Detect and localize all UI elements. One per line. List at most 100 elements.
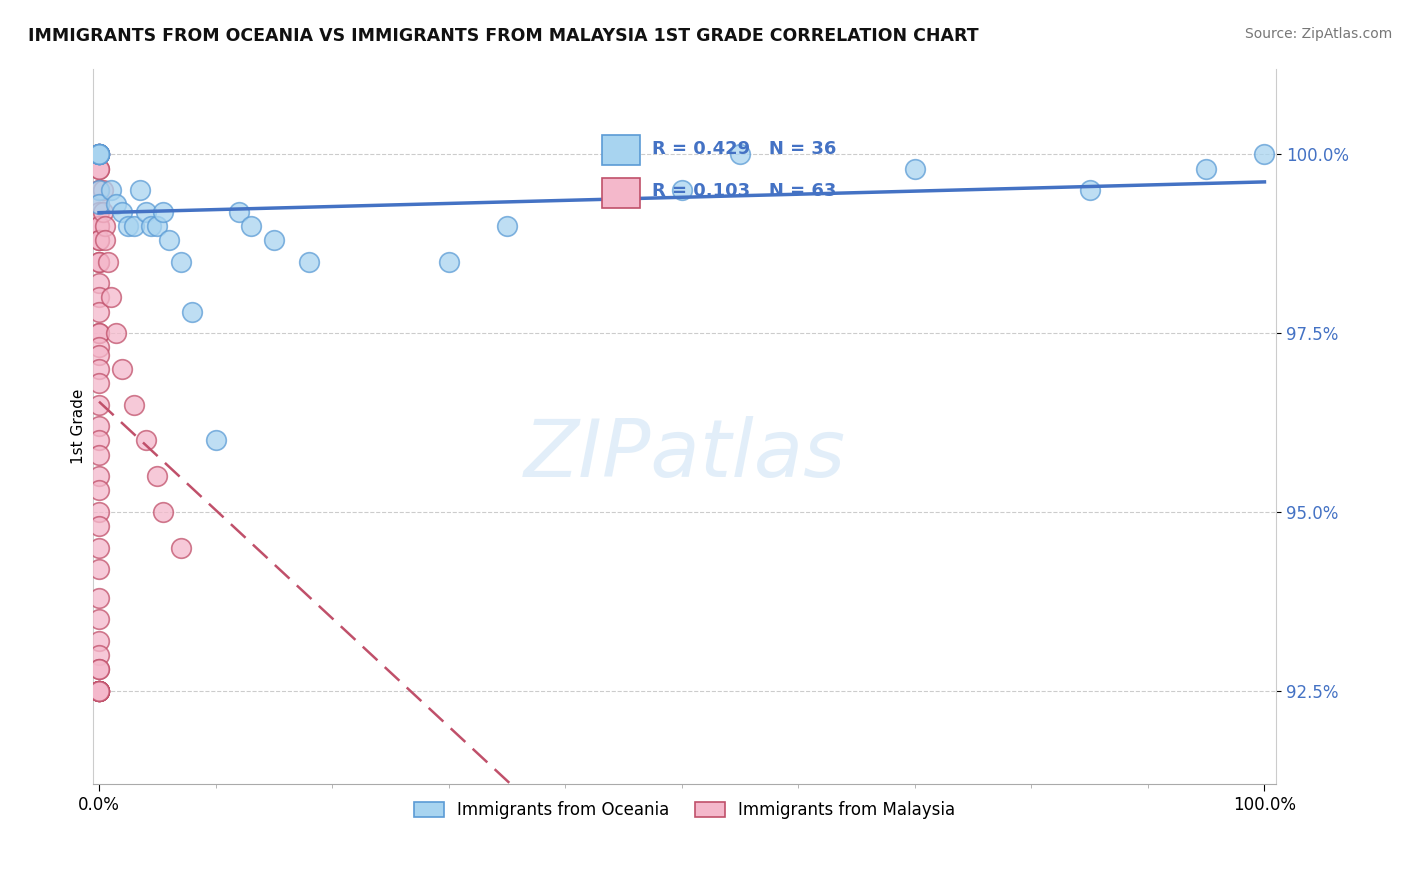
Legend: Immigrants from Oceania, Immigrants from Malaysia: Immigrants from Oceania, Immigrants from… (408, 794, 962, 825)
Point (1195, 161, 1218, 176)
Point (87, 376, 110, 391)
Text: Source: ZipAtlas.com: Source: ZipAtlas.com (1244, 27, 1392, 41)
Point (904, 161, 927, 176)
Point (105, 326, 128, 340)
Point (91, 204, 114, 219)
Point (87, 147, 110, 161)
Point (141, 219, 163, 233)
Point (1253, 147, 1275, 161)
Point (87, 683, 110, 698)
Point (152, 204, 174, 219)
Point (87, 161, 110, 176)
Point (87, 683, 110, 698)
Text: ZIPatlas: ZIPatlas (523, 416, 845, 494)
Point (87, 562, 110, 576)
Text: IMMIGRANTS FROM OCEANIA VS IMMIGRANTS FROM MALAYSIA 1ST GRADE CORRELATION CHART: IMMIGRANTS FROM OCEANIA VS IMMIGRANTS FR… (28, 27, 979, 45)
Point (87, 541, 110, 555)
Point (87, 683, 110, 698)
Point (87, 147, 110, 161)
Point (87, 662, 110, 676)
Point (87, 147, 110, 161)
Point (87, 683, 110, 698)
Point (87, 519, 110, 533)
Point (87, 448, 110, 462)
Point (97, 254, 120, 268)
Point (94, 233, 117, 247)
Point (671, 183, 693, 197)
Point (239, 219, 262, 233)
Point (157, 233, 180, 247)
Point (87, 341, 110, 355)
Point (87, 290, 110, 304)
Point (87, 398, 110, 412)
Point (87, 183, 110, 197)
Point (100, 290, 122, 304)
Point (111, 204, 134, 219)
Point (87, 197, 110, 211)
Point (87, 161, 110, 176)
Point (728, 147, 751, 161)
Point (87, 197, 110, 211)
Point (87, 147, 110, 161)
Point (87, 147, 110, 161)
Point (122, 219, 145, 233)
Point (87, 204, 110, 219)
Point (94, 219, 117, 233)
Point (87, 254, 110, 268)
Point (87, 434, 110, 448)
Point (87, 326, 110, 340)
Point (87, 683, 110, 698)
Point (87, 591, 110, 605)
Point (87, 469, 110, 483)
Point (87, 483, 110, 498)
Point (87, 147, 110, 161)
Point (146, 219, 169, 233)
Point (437, 254, 460, 268)
Point (87, 147, 110, 161)
Point (169, 254, 191, 268)
Point (91, 183, 114, 197)
Point (87, 147, 110, 161)
Point (298, 254, 321, 268)
Point (105, 197, 128, 211)
Point (122, 398, 145, 412)
Point (87, 505, 110, 519)
Point (263, 233, 285, 247)
Point (87, 147, 110, 161)
Point (87, 683, 110, 698)
Point (87, 147, 110, 161)
Point (135, 204, 157, 219)
Point (87, 147, 110, 161)
Point (87, 304, 110, 318)
Point (87, 183, 110, 197)
Point (128, 183, 150, 197)
Point (87, 219, 110, 233)
Point (87, 326, 110, 340)
Point (87, 348, 110, 362)
Point (111, 362, 134, 376)
Point (87, 233, 110, 247)
Point (181, 304, 204, 318)
Point (204, 434, 226, 448)
Point (87, 276, 110, 290)
Point (496, 219, 519, 233)
Point (87, 147, 110, 161)
Point (87, 648, 110, 662)
Point (87, 633, 110, 648)
Point (87, 662, 110, 676)
Point (169, 541, 191, 555)
Point (146, 469, 169, 483)
Point (87, 254, 110, 268)
Point (1078, 183, 1101, 197)
Point (135, 434, 157, 448)
Point (87, 419, 110, 434)
Point (87, 362, 110, 376)
Point (87, 683, 110, 698)
Point (87, 683, 110, 698)
Point (117, 219, 139, 233)
Point (87, 683, 110, 698)
Point (152, 505, 174, 519)
Point (87, 612, 110, 626)
Y-axis label: 1st Grade: 1st Grade (72, 388, 86, 464)
Point (87, 183, 110, 197)
